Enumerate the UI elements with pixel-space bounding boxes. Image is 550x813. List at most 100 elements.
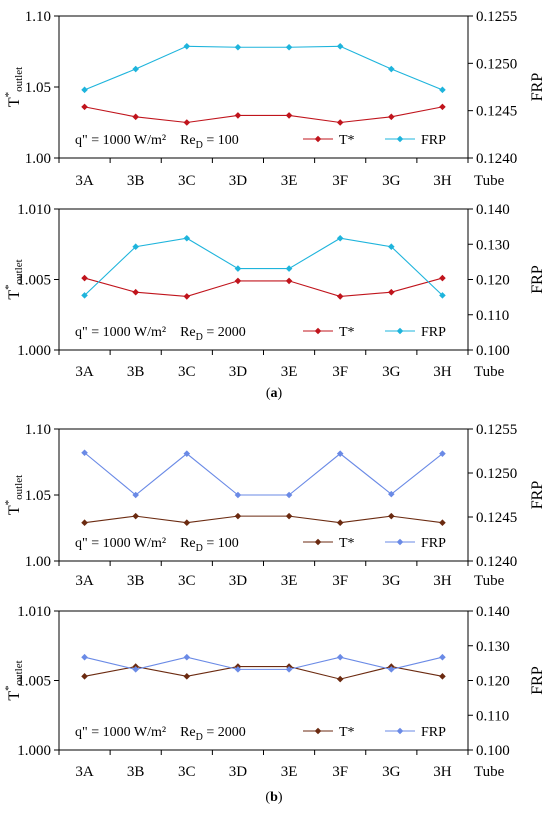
data-point-frp: [285, 265, 293, 272]
data-point-frp: [132, 243, 139, 251]
re-label-sub: D: [196, 732, 203, 743]
data-point-frp: [285, 491, 293, 499]
data-point-tstar: [285, 512, 293, 520]
x-axis-end-label: Tube: [474, 573, 505, 589]
y-right-tick-label: 0.1255: [476, 9, 517, 25]
x-tick-label: 3H: [433, 764, 452, 780]
series-line-frp: [84, 45, 443, 91]
legend-marker: [314, 727, 322, 735]
data-point-frp: [81, 653, 88, 661]
chart-2: 3A 3B 3C 3D 3E 3F 3G 3H Tube 1.000 1.005 1.010 0.100…: [3, 202, 546, 380]
legend-marker: [314, 327, 322, 335]
series-line-tstar: [84, 277, 443, 297]
re-label-sub: D: [196, 140, 203, 151]
data-point-frp: [439, 653, 446, 661]
data-point-tstar: [183, 673, 191, 680]
data-point-tstar: [81, 103, 88, 111]
data-point-tstar: [132, 288, 139, 296]
data-point-frp: [388, 490, 395, 498]
legend: T* FRP: [303, 325, 446, 340]
chart-3: 3A 3B 3C 3D 3E 3F 3G 3H Tube 1.00 1.05 1.10 0.1240 0.…: [3, 422, 546, 589]
data-point-tstar: [183, 519, 191, 527]
y-left-axis-title: T*outlet: [3, 67, 25, 107]
re-label-value: = 2000: [203, 725, 246, 740]
x-tick-label: 3B: [127, 173, 145, 189]
legend-label: FRP: [421, 725, 446, 740]
y-left-tick-label: 1.010: [17, 202, 51, 218]
legend: T* FRP: [303, 133, 446, 148]
y-left-tick-label: 1.10: [25, 422, 51, 438]
data-point-frp: [183, 450, 191, 457]
y-right-tick-label: 0.130: [476, 237, 510, 253]
x-tick-label: 3B: [127, 364, 145, 380]
data-point-frp: [132, 666, 139, 673]
data-point-tstar: [439, 673, 446, 680]
x-tick-label: 3G: [382, 764, 401, 780]
data-point-frp: [183, 42, 191, 50]
x-tick-label: 3A: [75, 364, 94, 380]
data-point-frp: [439, 450, 446, 457]
x-tick-label: 3E: [281, 764, 298, 780]
data-point-tstar: [132, 113, 139, 121]
y-right-tick-label: 0.100: [476, 343, 510, 359]
data-point-tstar: [81, 673, 88, 680]
data-point-tstar: [388, 288, 395, 296]
condition-annotation: q" = 1000 W/m² ReD = 100: [75, 536, 239, 554]
legend-label: FRP: [421, 325, 446, 340]
y-right-tick-label: 0.110: [476, 308, 509, 324]
series-line-frp: [84, 452, 443, 496]
x-tick-label: 3F: [332, 573, 348, 589]
y-right-tick-label: 0.1250: [476, 466, 517, 482]
legend-marker: [396, 727, 404, 735]
series-line-tstar: [84, 515, 443, 524]
y-left-title-sup: *: [3, 685, 15, 691]
y-left-title-sup: *: [3, 500, 15, 506]
panel-label: (a): [266, 386, 283, 401]
data-point-tstar: [234, 512, 242, 520]
re-label-main: Re: [180, 133, 196, 148]
y-right-tick-label: 0.140: [476, 604, 510, 620]
re-label-sub: D: [196, 332, 203, 343]
y-right-tick-label: 0.1240: [476, 554, 517, 570]
x-tick-label: 3G: [382, 573, 401, 589]
y-left-tick-label: 1.005: [17, 273, 51, 289]
legend: T* FRP: [303, 725, 446, 740]
data-point-frp: [336, 42, 344, 50]
y-left-title-sub: outlet: [13, 67, 25, 92]
y-right-tick-label: 0.120: [476, 674, 510, 690]
x-tick-label: 3D: [229, 364, 248, 380]
x-tick-label: 3E: [281, 364, 298, 380]
legend-marker: [396, 327, 404, 335]
x-tick-label: 3F: [332, 173, 348, 189]
re-label-main: Re: [180, 725, 196, 740]
data-point-tstar: [285, 112, 293, 119]
heat-flux-label: q" = 1000 W/m²: [75, 133, 166, 148]
re-label-value: = 2000: [203, 325, 246, 340]
x-tick-label: 3G: [382, 364, 401, 380]
data-point-tstar: [336, 519, 344, 527]
x-tick-label: 3H: [433, 364, 452, 380]
data-point-frp: [388, 666, 395, 673]
y-left-axis-title: T*outlet: [3, 259, 25, 299]
series-line-tstar: [84, 666, 443, 680]
y-right-tick-label: 0.110: [476, 708, 509, 724]
y-left-title-main: T: [6, 97, 23, 107]
y-left-axis-title: T*outlet: [3, 660, 25, 700]
data-point-frp: [285, 666, 293, 673]
data-point-tstar: [132, 512, 139, 520]
legend-label: T*: [339, 325, 355, 340]
y-right-tick-label: 0.140: [476, 202, 510, 218]
x-tick-label: 3F: [332, 764, 348, 780]
y-left-title-sup: *: [3, 284, 15, 290]
x-axis-end-label: Tube: [474, 364, 505, 380]
x-tick-label: 3A: [75, 173, 94, 189]
x-tick-label: 3C: [178, 173, 196, 189]
data-point-frp: [234, 43, 242, 51]
y-left-title-sub: outlet: [13, 475, 25, 500]
x-tick-label: 3H: [433, 573, 452, 589]
data-point-frp: [132, 65, 139, 73]
data-point-tstar: [388, 512, 395, 520]
y-left-title-main: T: [6, 691, 23, 701]
condition-annotation: q" = 1000 W/m² ReD = 2000: [75, 725, 246, 743]
y-left-tick-label: 1.05: [25, 488, 51, 504]
